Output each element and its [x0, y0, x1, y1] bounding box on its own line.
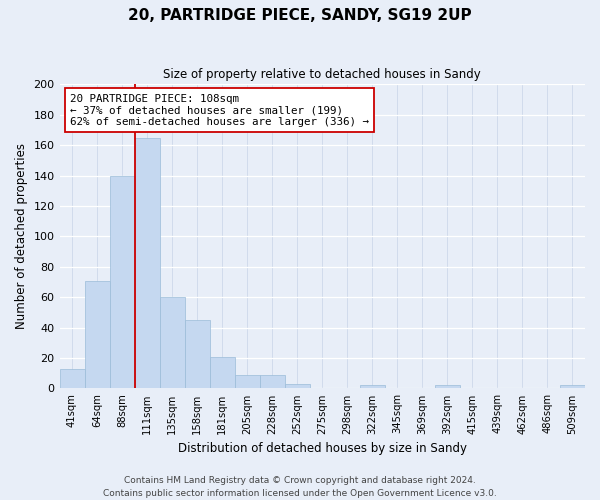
Bar	[134, 138, 160, 388]
Bar	[185, 320, 209, 388]
Text: 20, PARTRIDGE PIECE, SANDY, SG19 2UP: 20, PARTRIDGE PIECE, SANDY, SG19 2UP	[128, 8, 472, 22]
Bar	[209, 356, 235, 388]
X-axis label: Distribution of detached houses by size in Sandy: Distribution of detached houses by size …	[178, 442, 467, 455]
Bar	[160, 297, 185, 388]
Bar	[110, 176, 134, 388]
Bar	[435, 386, 460, 388]
Y-axis label: Number of detached properties: Number of detached properties	[15, 144, 28, 330]
Bar	[260, 375, 285, 388]
Text: 20 PARTRIDGE PIECE: 108sqm
← 37% of detached houses are smaller (199)
62% of sem: 20 PARTRIDGE PIECE: 108sqm ← 37% of deta…	[70, 94, 369, 127]
Bar	[235, 375, 260, 388]
Bar	[560, 386, 585, 388]
Bar	[85, 280, 110, 388]
Text: Contains HM Land Registry data © Crown copyright and database right 2024.
Contai: Contains HM Land Registry data © Crown c…	[103, 476, 497, 498]
Bar	[360, 386, 385, 388]
Bar	[285, 384, 310, 388]
Title: Size of property relative to detached houses in Sandy: Size of property relative to detached ho…	[163, 68, 481, 80]
Bar	[59, 368, 85, 388]
